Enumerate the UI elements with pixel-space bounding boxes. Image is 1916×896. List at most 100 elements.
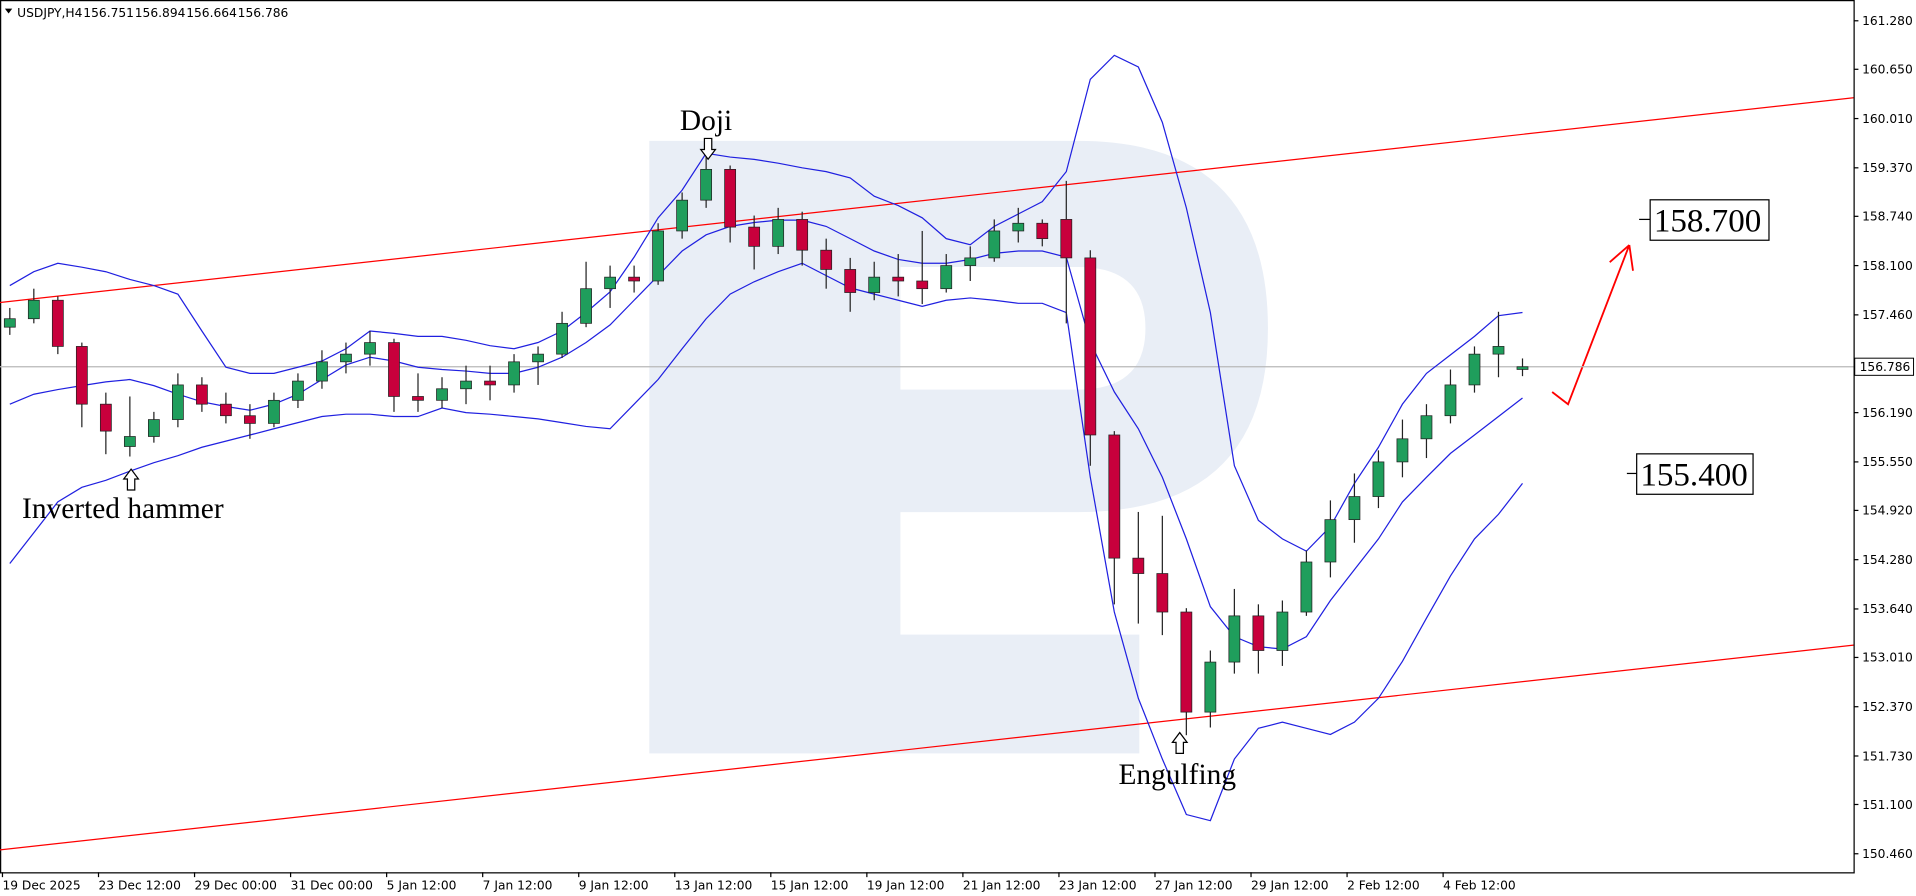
candle-body: [1468, 353, 1481, 386]
candle-body: [532, 353, 544, 363]
plot-border: [0, 0, 1855, 874]
candle-body: [364, 342, 376, 355]
candle-body: [556, 322, 568, 355]
candle-body: [892, 276, 905, 282]
header-open: 156.751: [83, 6, 134, 20]
y-tick-label: 158.100: [1862, 259, 1913, 273]
candle-body: [196, 384, 208, 405]
candle-body: [27, 299, 40, 320]
level-box: [1649, 199, 1770, 241]
bollinger-band: [9, 54, 1523, 552]
x-tick-label: 7 Jan 12:00: [483, 878, 553, 892]
candle-body: [628, 276, 640, 282]
candle-body: [964, 257, 977, 266]
y-tick-label: 151.100: [1862, 798, 1913, 812]
candle-body: [700, 168, 713, 201]
y-tick-label: 154.280: [1862, 553, 1913, 567]
pattern-label: Inverted hammer: [22, 493, 224, 525]
x-tick-label: 29 Jan 12:00: [1251, 878, 1329, 892]
x-tick-label: 15 Jan 12:00: [771, 878, 849, 892]
current-price-box: [1854, 357, 1915, 376]
channel-line: [0, 644, 1854, 851]
level-label: 158.700: [1654, 204, 1761, 240]
y-tick-label: 159.370: [1862, 161, 1913, 175]
x-tick-label: 31 Dec 00:00: [291, 878, 373, 892]
candle-body: [1324, 519, 1337, 563]
candle-body: [916, 280, 929, 290]
candle-body: [772, 219, 785, 247]
candle-body: [844, 269, 857, 293]
candle-body: [724, 168, 737, 228]
candle-body: [412, 396, 424, 401]
level-label: 155.400: [1640, 458, 1747, 494]
candle-body: [580, 288, 592, 324]
candle-body: [796, 219, 809, 251]
x-tick-label: 5 Jan 12:00: [387, 878, 457, 892]
candle-body: [1444, 384, 1457, 417]
candle-body: [172, 384, 184, 420]
candle-body: [820, 249, 833, 270]
x-tick-label: 13 Jan 12:00: [675, 878, 753, 892]
header-triangle: [4, 8, 13, 14]
candle-body: [388, 342, 400, 397]
header-low: 156.664: [186, 6, 237, 20]
candle-body: [940, 265, 953, 290]
level-box: [1636, 453, 1754, 495]
candle-body: [1180, 611, 1193, 713]
candle-body: [3, 318, 16, 328]
y-tick-label: 150.460: [1862, 847, 1913, 861]
candle-body: [1084, 257, 1097, 436]
pattern-arrow: [122, 468, 140, 491]
candle-body: [1132, 557, 1145, 574]
candle-body: [1276, 611, 1289, 651]
x-tick-label: 21 Jan 12:00: [963, 878, 1041, 892]
y-tick-label: 156.190: [1862, 406, 1913, 420]
bollinger-band: [9, 219, 1523, 650]
candle-body: [1348, 496, 1361, 521]
candle-body: [508, 361, 520, 386]
y-tick-label: 151.730: [1862, 749, 1913, 763]
candle-body: [75, 346, 88, 405]
x-tick-label: 19 Jan 12:00: [867, 878, 945, 892]
x-tick-label: 23 Dec 12:00: [99, 878, 181, 892]
y-tick-label: 155.550: [1862, 455, 1913, 469]
candle-body: [748, 226, 761, 247]
candle-body: [1060, 219, 1073, 259]
candle-body: [1036, 222, 1049, 240]
y-tick-label: 153.010: [1862, 651, 1913, 665]
channel-line: [0, 97, 1854, 304]
candle-body: [604, 276, 616, 290]
x-tick-label: 4 Feb 12:00: [1443, 878, 1516, 892]
x-tick-label: 29 Dec 00:00: [195, 878, 277, 892]
forecast-arrow: [1551, 244, 1634, 406]
x-tick-label: 9 Jan 12:00: [579, 878, 649, 892]
candle-body: [652, 230, 664, 282]
candle-body: [1228, 615, 1241, 663]
y-tick-label: 158.740: [1862, 210, 1913, 224]
candle-body: [1420, 415, 1433, 440]
y-tick-label: 160.010: [1862, 112, 1913, 126]
candle-body: [244, 415, 256, 424]
candle-body: [1516, 366, 1529, 370]
candle-body: [988, 230, 1001, 259]
pattern-arrow: [1171, 731, 1189, 755]
candle-body: [1108, 434, 1121, 559]
candle-body: [1396, 438, 1409, 463]
candle-body: [436, 388, 448, 401]
pattern-label: Doji: [680, 105, 732, 137]
candle-body: [1300, 561, 1313, 613]
current-price-label: 156.786: [1860, 360, 1911, 374]
candle-body: [268, 399, 280, 424]
symbol-title: USDJPY,H4: [17, 6, 82, 20]
bollinger-band: [9, 262, 1523, 822]
candle-body: [220, 403, 232, 417]
candle-body: [147, 419, 160, 437]
y-tick-label: 154.920: [1862, 504, 1913, 518]
y-tick-label: 152.370: [1862, 700, 1913, 714]
watermark: [649, 140, 1268, 754]
candle-body: [1012, 222, 1025, 232]
candle-body: [484, 380, 496, 386]
pattern-arrow: [699, 137, 717, 161]
